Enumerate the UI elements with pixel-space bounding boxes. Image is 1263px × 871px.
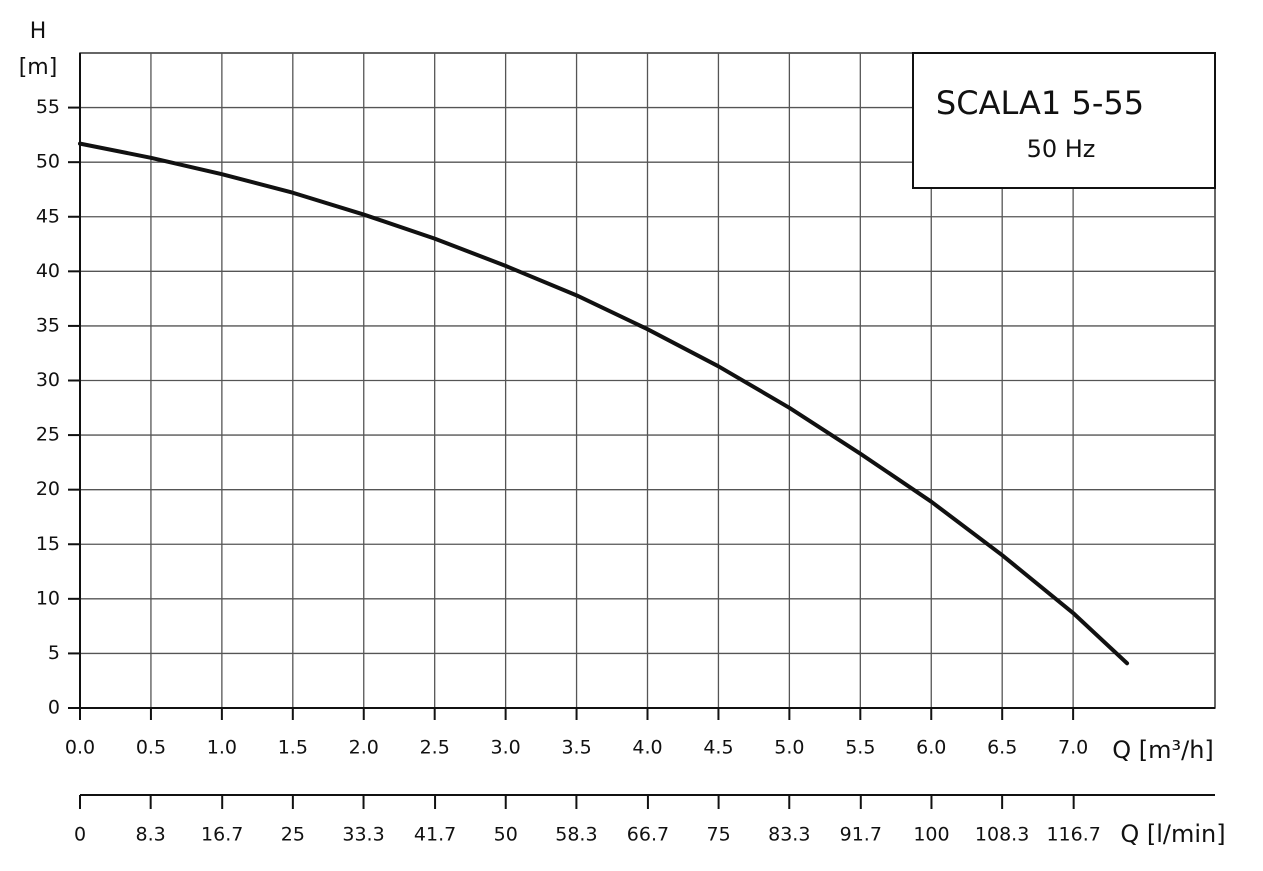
x-tick-label: 3.5	[561, 737, 591, 759]
x-axis-label: Q [m³/h]	[1112, 736, 1214, 764]
y-tick-label: 20	[36, 478, 60, 500]
x2-tick-label: 58.3	[555, 824, 597, 846]
x-tick-label: 2.5	[420, 737, 450, 759]
y-tick-label: 5	[48, 642, 60, 664]
x-tick-label: 0.5	[136, 737, 166, 759]
x2-tick-label: 8.3	[136, 824, 166, 846]
x-tick-label: 7.0	[1058, 737, 1088, 759]
y-tick-label: 40	[36, 260, 60, 282]
x-tick-label: 3.0	[491, 737, 521, 759]
x-tick-label: 5.5	[845, 737, 875, 759]
x-tick-label: 5.0	[774, 737, 804, 759]
x-tick-label: 1.0	[207, 737, 237, 759]
x2-tick-label: 83.3	[768, 824, 810, 846]
y-tick-label: 25	[36, 424, 60, 446]
x-tick-label: 6.0	[916, 737, 946, 759]
x2-tick-label: 0	[74, 824, 86, 846]
y-axis-unit: [m]	[19, 55, 58, 80]
x2-tick-label: 41.7	[414, 824, 456, 846]
y-axis-name: H	[30, 19, 47, 44]
x-tick-label: 4.5	[703, 737, 733, 759]
title-box	[912, 52, 1216, 189]
x2-tick-label: 16.7	[201, 824, 243, 846]
x-tick-label: 4.0	[632, 737, 662, 759]
x2-axis-label: Q [l/min]	[1120, 820, 1225, 848]
x-tick-label: 1.5	[278, 737, 308, 759]
y-tick-label: 15	[36, 533, 60, 555]
x-tick-label: 6.5	[987, 737, 1017, 759]
x2-tick-label: 108.3	[975, 824, 1029, 846]
x2-tick-label: 25	[281, 824, 305, 846]
y-tick-label: 35	[36, 314, 60, 336]
y-tick-label: 30	[36, 369, 60, 391]
x2-tick-label: 75	[707, 824, 731, 846]
x2-tick-label: 91.7	[840, 824, 882, 846]
x-tick-label: 0.0	[65, 737, 95, 759]
y-tick-label: 50	[36, 151, 60, 173]
y-tick-label: 45	[36, 205, 60, 227]
y-tick-label: 0	[48, 697, 60, 719]
x-tick-label: 2.0	[349, 737, 379, 759]
chart-subtitle: 50 Hz	[1027, 135, 1096, 163]
x2-tick-label: 50	[494, 824, 518, 846]
x2-tick-label: 116.7	[1046, 824, 1100, 846]
y-tick-label: 55	[36, 96, 60, 118]
pump-curve	[78, 141, 1130, 666]
x2-tick-label: 66.7	[627, 824, 669, 846]
chart-title: SCALA1 5-55	[936, 84, 1144, 122]
x2-tick-label: 33.3	[342, 824, 384, 846]
x2-tick-label: 100	[913, 824, 949, 846]
y-tick-label: 10	[36, 587, 60, 609]
